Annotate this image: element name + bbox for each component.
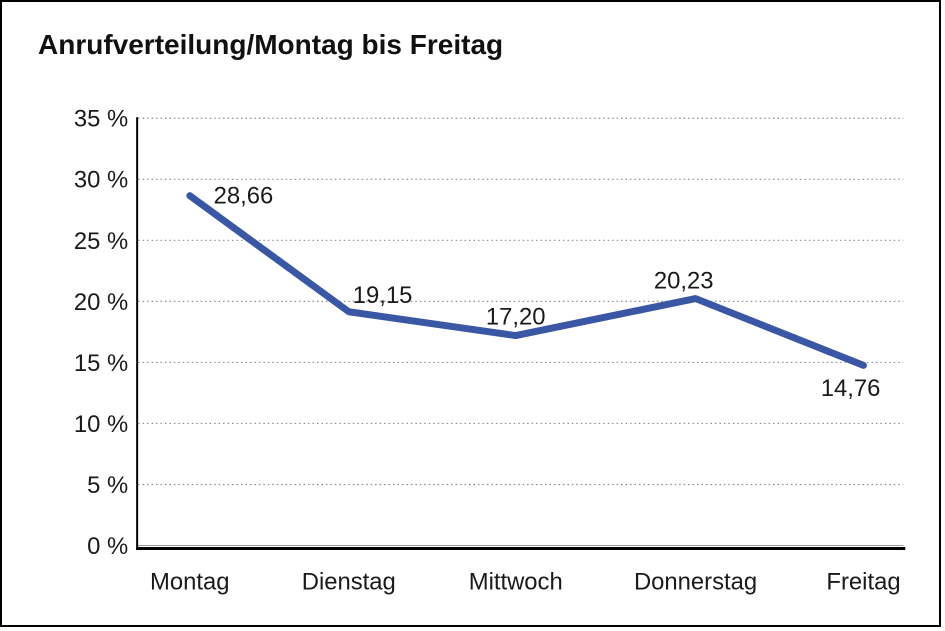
x-category-label: Dienstag [302, 568, 396, 595]
y-tick-label: 15 % [74, 350, 128, 377]
chart-title: Anrufverteilung/Montag bis Freitag [38, 29, 504, 60]
x-category-label: Donnerstag [634, 568, 757, 595]
y-tick-label: 0 % [87, 533, 128, 560]
x-category-label: Mittwoch [469, 568, 563, 595]
y-tick-label: 35 % [74, 106, 128, 133]
data-point-label: 20,23 [654, 268, 714, 295]
data-line [186, 192, 867, 369]
data-point-label: 17,20 [486, 304, 546, 331]
y-tick-label: 25 % [74, 228, 128, 255]
y-tick-label: 20 % [74, 289, 128, 316]
y-tick-label: 10 % [74, 411, 128, 438]
y-tick-label: 5 % [87, 472, 128, 499]
x-category-label: Montag [150, 568, 229, 595]
data-point-label: 28,66 [214, 183, 274, 210]
data-point-label: 14,76 [821, 375, 881, 402]
y-tick-label: 30 % [74, 167, 128, 194]
x-category-label: Freitag [826, 568, 900, 595]
data-point-label: 19,15 [353, 282, 413, 309]
